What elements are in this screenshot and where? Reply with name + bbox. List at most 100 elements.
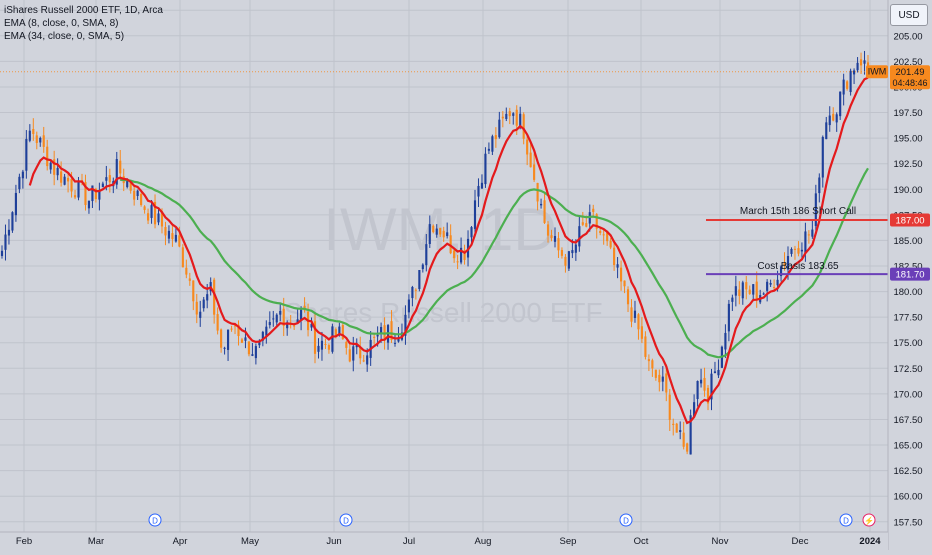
earnings-marker-label: ⚡ — [864, 516, 874, 526]
candle — [279, 302, 282, 322]
candle — [157, 208, 160, 226]
candle — [533, 153, 536, 182]
candle — [87, 200, 91, 214]
y-tick-label: 195.00 — [893, 134, 922, 145]
currency-label: USD — [898, 9, 920, 21]
x-tick-label: Apr — [173, 536, 188, 547]
candle — [640, 317, 644, 344]
candle — [849, 68, 852, 96]
candle — [185, 259, 188, 279]
x-tick-label: Jul — [403, 536, 415, 547]
candle — [216, 307, 219, 335]
candle — [769, 279, 772, 287]
candle — [745, 275, 748, 300]
candle — [268, 311, 271, 329]
candle — [449, 224, 452, 255]
candle — [623, 280, 626, 294]
candle — [18, 173, 21, 194]
candle — [773, 279, 776, 291]
candle — [202, 296, 205, 312]
candle — [28, 124, 31, 143]
last-price-tag — [890, 65, 930, 90]
candle — [407, 294, 410, 319]
candle — [164, 221, 167, 246]
price-tags: 187.00 181.70 IWM 201.49 04:48:46 — [866, 65, 930, 281]
candle — [181, 244, 184, 268]
candle — [442, 226, 445, 242]
candle — [98, 182, 101, 211]
cost-basis-label: Cost Basis 183.65 — [757, 261, 839, 272]
time-axis-bg — [0, 532, 888, 550]
candle — [536, 182, 539, 211]
annotations: March 15th 186 Short Call Cost Basis 183… — [0, 71, 890, 276]
x-tick-label: Nov — [712, 536, 729, 547]
x-tick-label: Oct — [634, 536, 649, 547]
candle — [766, 279, 769, 302]
candle — [508, 107, 511, 125]
call-price-tag-text: 187.00 — [895, 215, 924, 226]
candle — [752, 284, 755, 302]
grid-lines — [0, 0, 888, 532]
candle — [73, 189, 77, 200]
candle — [512, 112, 515, 125]
candle — [14, 184, 17, 222]
ema-lines — [28, 76, 869, 425]
y-tick-label: 192.50 — [893, 159, 922, 170]
candle — [526, 134, 529, 166]
candle — [167, 225, 171, 244]
candle — [686, 442, 689, 455]
candle — [414, 288, 417, 300]
ema-fast-line — [28, 76, 869, 425]
candle — [800, 242, 803, 260]
y-tick-label: 190.00 — [893, 185, 922, 196]
candle — [529, 142, 532, 168]
candle — [25, 130, 28, 179]
x-tick-label: Dec — [792, 536, 809, 547]
y-tick-label: 172.50 — [893, 364, 922, 375]
candle — [153, 194, 157, 229]
candle — [658, 369, 661, 392]
legend-title[interactable]: iShares Russell 2000 ETF, 1D, Arca — [4, 5, 163, 16]
candle — [832, 107, 835, 122]
candle — [602, 228, 605, 245]
candle — [421, 263, 424, 273]
x-tick-label: Feb — [16, 536, 32, 547]
legend-ema-fast[interactable]: EMA (8, close, 0, SMA, 8) — [4, 18, 119, 29]
candle — [696, 380, 699, 407]
candle — [313, 312, 317, 364]
y-tick-label: 185.00 — [893, 236, 922, 247]
candle — [21, 169, 24, 189]
time-axis[interactable]: Feb Mar Apr May Jun Jul Aug Sep Oct Nov Dec 2024 D D D… — [0, 513, 888, 550]
candle — [296, 308, 299, 324]
legend-ema-slow[interactable]: EMA (34, close, 0, SMA, 5) — [4, 31, 125, 42]
candle — [825, 116, 828, 140]
candle — [348, 343, 351, 363]
candle — [727, 299, 730, 342]
candle — [150, 199, 153, 224]
earnings-marker — [862, 513, 876, 527]
candle — [456, 254, 459, 270]
candle — [762, 292, 765, 295]
legend: iShares Russell 2000 ETF, 1D, Arca EMA (… — [4, 4, 163, 43]
candle — [11, 211, 14, 233]
candle — [247, 341, 251, 357]
currency-button[interactable]: USD — [890, 4, 928, 26]
candle — [668, 388, 671, 431]
candle — [265, 320, 268, 344]
candle — [859, 52, 863, 75]
candle — [195, 293, 198, 324]
candle — [654, 369, 657, 381]
cost-price-tag — [890, 267, 930, 281]
candle — [428, 215, 431, 248]
candle — [140, 192, 143, 207]
candle — [560, 247, 564, 259]
candle — [567, 250, 570, 271]
dividend-marker-label: D — [623, 517, 629, 526]
candle — [487, 142, 490, 155]
candle — [811, 219, 814, 239]
candle — [637, 313, 640, 340]
candle — [425, 233, 428, 272]
dividend-marker — [339, 513, 353, 527]
